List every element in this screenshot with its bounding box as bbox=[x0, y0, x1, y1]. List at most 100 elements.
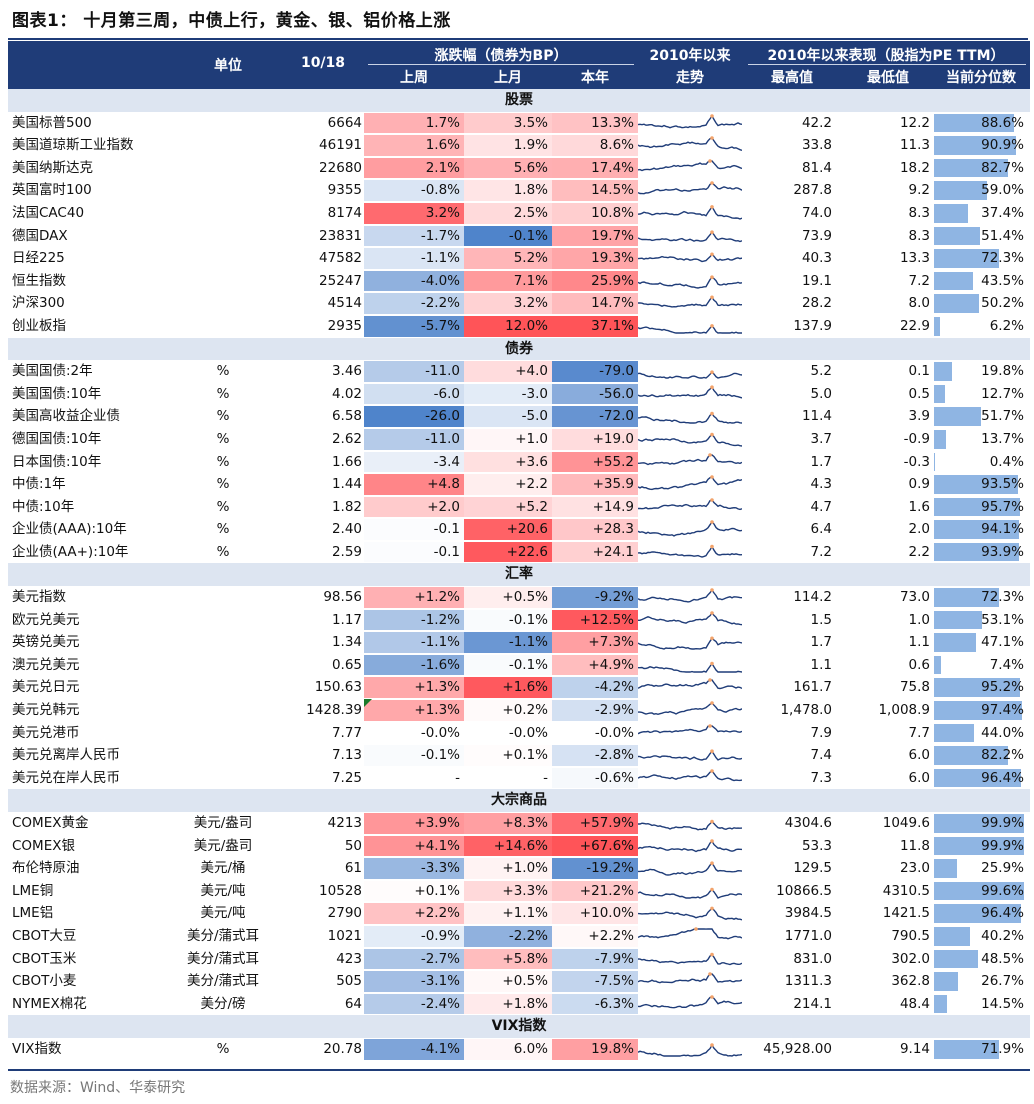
change-year: 19.7% bbox=[552, 225, 638, 247]
row-unit: 美元/吨 bbox=[200, 905, 246, 922]
percentile-bar bbox=[934, 226, 981, 246]
change-week: -1.1% bbox=[364, 632, 464, 653]
percentile-bar bbox=[934, 904, 1021, 923]
sparkline-max-dot bbox=[710, 497, 714, 502]
sparkline-max-dot bbox=[710, 205, 714, 209]
change-week: -1.2% bbox=[364, 609, 464, 631]
row-name: 日本国债:10年 bbox=[12, 453, 102, 470]
percentile-cell: 48.5% bbox=[932, 948, 1026, 971]
percentile-bar bbox=[934, 294, 980, 313]
sparkline-path bbox=[638, 545, 742, 558]
page-title: 图表1： 十月第三周，中债上行，黄金、银、铝价格上涨 bbox=[12, 11, 451, 31]
comment-marker-icon bbox=[364, 699, 372, 708]
row-low: 0.9 bbox=[908, 476, 930, 493]
sparkline-path bbox=[638, 371, 742, 379]
row-low: 22.9 bbox=[899, 317, 930, 334]
change-year: -79.0 bbox=[552, 361, 638, 382]
row-name: COMEX黄金 bbox=[12, 815, 89, 831]
change-year: +19.0 bbox=[552, 428, 638, 450]
percentile-bar bbox=[934, 814, 1024, 833]
sparkline-max-dot bbox=[710, 906, 714, 911]
sparkline-max-dot bbox=[708, 723, 712, 728]
row-high: 1.1 bbox=[810, 656, 832, 673]
trend-sparkline bbox=[638, 887, 742, 899]
change-year: +4.9% bbox=[552, 654, 638, 676]
sparkline-path bbox=[638, 137, 742, 152]
table-row: 英镑兑美元 1.34 -1.1% -1.1% +7.3% 1.7 1.1 47.1% bbox=[8, 631, 1030, 654]
row-low: 8.3 bbox=[908, 227, 930, 244]
change-year: -6.3% bbox=[552, 993, 638, 1015]
sparkline-max-dot bbox=[710, 275, 714, 279]
change-year: -2.9% bbox=[552, 700, 638, 721]
row-name: 美国国债:2年 bbox=[12, 363, 93, 380]
row-high: 287.8 bbox=[793, 182, 832, 199]
row-unit: % bbox=[216, 408, 230, 425]
trend-sparkline bbox=[638, 769, 742, 782]
row-value: 61 bbox=[344, 860, 362, 877]
row-name: 美国纳斯达克 bbox=[12, 159, 93, 176]
change-month: 3.2% bbox=[464, 293, 552, 314]
row-unit: % bbox=[216, 476, 230, 493]
percentile-cell: 93.9% bbox=[932, 541, 1026, 564]
percentile-cell: 37.4% bbox=[932, 202, 1026, 225]
change-month: +22.6 bbox=[464, 541, 552, 563]
header-month: 上月 bbox=[494, 70, 522, 86]
percentile-cell: 44.0% bbox=[932, 722, 1026, 745]
percentile-value: 59.0% bbox=[981, 182, 1024, 199]
header-unit: 单位 bbox=[214, 58, 242, 74]
percentile-cell: 19.8% bbox=[932, 360, 1026, 383]
header-year: 本年 bbox=[581, 70, 609, 86]
sparkline-max-dot bbox=[710, 1043, 714, 1047]
sparkline-path bbox=[638, 588, 742, 603]
sparkline-max-dot bbox=[710, 113, 714, 118]
row-high: 7.9 bbox=[810, 724, 832, 741]
row-value: 2790 bbox=[327, 905, 362, 922]
change-year: -19.2% bbox=[552, 858, 638, 879]
row-name: CBOT玉米 bbox=[12, 950, 77, 967]
change-year: +7.3% bbox=[552, 632, 638, 653]
row-value: 3.46 bbox=[331, 363, 362, 380]
row-low: 13.3 bbox=[899, 250, 930, 267]
title-rule bbox=[8, 38, 1028, 40]
section-header: 大宗商品 bbox=[8, 789, 1030, 812]
change-week: -4.1% bbox=[364, 1038, 464, 1060]
row-low: 1.6 bbox=[908, 498, 930, 515]
change-year: +10.0% bbox=[552, 903, 638, 924]
percentile-value: 96.4% bbox=[981, 905, 1024, 922]
sparkline-path bbox=[638, 498, 742, 510]
change-year: 25.9% bbox=[552, 270, 638, 292]
percentile-cell: 7.4% bbox=[932, 654, 1026, 677]
header-week: 上周 bbox=[400, 70, 428, 86]
sparkline-path bbox=[638, 114, 742, 129]
change-year: 17.4% bbox=[552, 157, 638, 179]
row-name: 美元指数 bbox=[12, 589, 66, 606]
change-week: 2.1% bbox=[364, 157, 464, 179]
row-high: 4.3 bbox=[810, 476, 832, 493]
change-week: 1.7% bbox=[364, 112, 464, 134]
row-high: 5.0 bbox=[810, 385, 832, 402]
change-week: -1.1% bbox=[364, 248, 464, 269]
percentile-value: 99.9% bbox=[981, 837, 1024, 854]
row-value: 47582 bbox=[319, 250, 362, 267]
row-low: 11.3 bbox=[899, 137, 930, 154]
sparkline-max-dot bbox=[710, 475, 714, 479]
sparkline-path bbox=[638, 839, 742, 852]
row-name: 企业债(AAA):10年 bbox=[12, 521, 127, 538]
table-row: 美元兑港币 7.77 -0.0% -0.0% -0.0% 7.9 7.7 44.0% bbox=[8, 722, 1030, 745]
table-row: LME铝 美元/吨 2790 +2.2% +1.1% +10.0% 3984.5 1421.5… bbox=[8, 902, 1030, 925]
sparkline-max-dot bbox=[710, 432, 714, 437]
change-week: +0.1% bbox=[364, 880, 464, 902]
trend-sparkline bbox=[638, 1043, 742, 1057]
row-name: 澳元兑美元 bbox=[12, 656, 80, 673]
row-low: 302.0 bbox=[891, 950, 930, 967]
percentile-value: 13.7% bbox=[981, 430, 1024, 447]
sparkline-max-dot bbox=[710, 749, 714, 754]
trend-sparkline bbox=[638, 588, 742, 603]
table-header: 单位 10/18 涨跌幅（债券为BP） 上周 上月 本年 2010年以来 走势 … bbox=[8, 41, 1030, 89]
change-month: 2.5% bbox=[464, 202, 552, 224]
percentile-bar bbox=[934, 881, 1024, 901]
sparkline-path bbox=[638, 611, 742, 626]
row-low: 75.8 bbox=[899, 679, 930, 696]
percentile-cell: 53.1% bbox=[932, 609, 1026, 632]
table-row: 德国国债:10年% 2.62 -11.0 +1.0 +19.0 3.7 -0.9 13.7% bbox=[8, 428, 1030, 451]
